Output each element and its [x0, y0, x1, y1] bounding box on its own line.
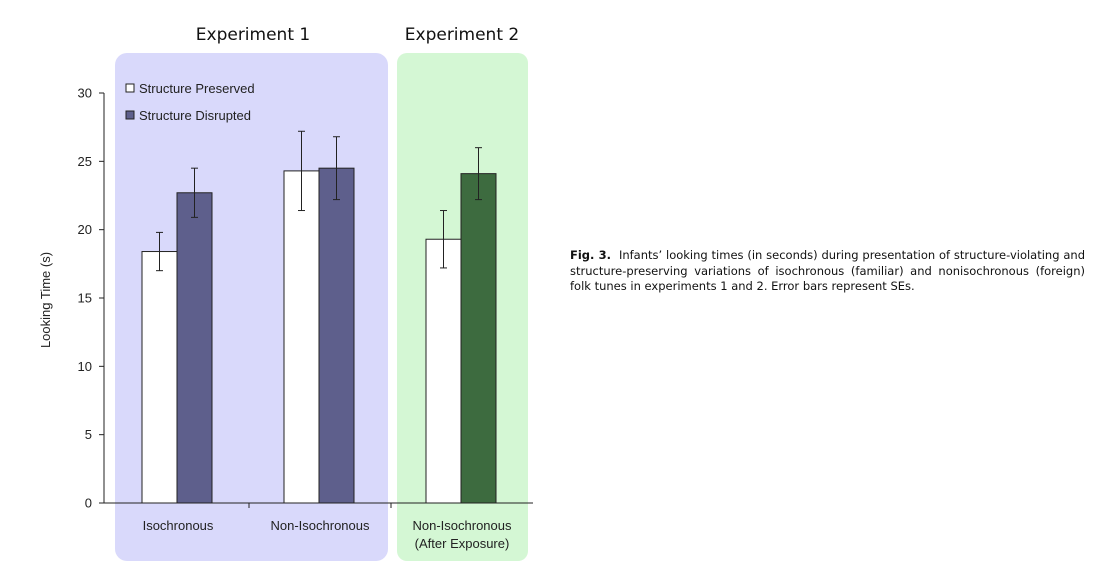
category-label: Non-Isochronous — [413, 518, 512, 533]
bar-chart: Experiment 1 Experiment 2 Looking Time (… — [38, 25, 533, 561]
bar-structure-preserved — [141, 251, 178, 504]
legend-label-structure-disrupted: Structure Disrupted — [139, 108, 251, 123]
y-tick-label: 30 — [78, 86, 92, 101]
figure-caption-text: Infants’ looking times (in seconds) duri… — [570, 248, 1085, 293]
bar-structure-preserved — [425, 238, 462, 504]
y-tick-label: 5 — [85, 427, 92, 442]
legend-swatch-structure-disrupted — [125, 110, 135, 120]
figure-caption: Fig. 3. Infants’ looking times (in second… — [570, 248, 1085, 295]
y-tick-label: 20 — [78, 222, 92, 237]
category-label: Isochronous — [143, 518, 214, 533]
y-tick-label: 15 — [78, 291, 92, 306]
legend-swatch-structure-preserved — [125, 83, 135, 93]
legend-label-structure-preserved: Structure Preserved — [139, 81, 255, 96]
category-label: (After Exposure) — [415, 536, 510, 551]
bar-structure-disrupted — [318, 167, 355, 504]
experiment-1-title: Experiment 1 — [196, 25, 310, 45]
experiment-2-title: Experiment 2 — [405, 25, 519, 45]
y-tick-label: 25 — [78, 154, 92, 169]
y-tick-label: 10 — [78, 359, 92, 374]
category-label: Non-Isochronous — [271, 518, 370, 533]
figure-caption-label: Fig. 3. — [570, 248, 611, 262]
y-axis-title: Looking Time (s) — [38, 252, 53, 348]
bar-structure-preserved — [283, 170, 320, 504]
legend: Structure Preserved Structure Disrupted — [125, 81, 255, 123]
y-tick-label: 0 — [85, 496, 92, 511]
bar-structure-disrupted — [460, 173, 497, 504]
bar-structure-disrupted — [176, 192, 213, 504]
